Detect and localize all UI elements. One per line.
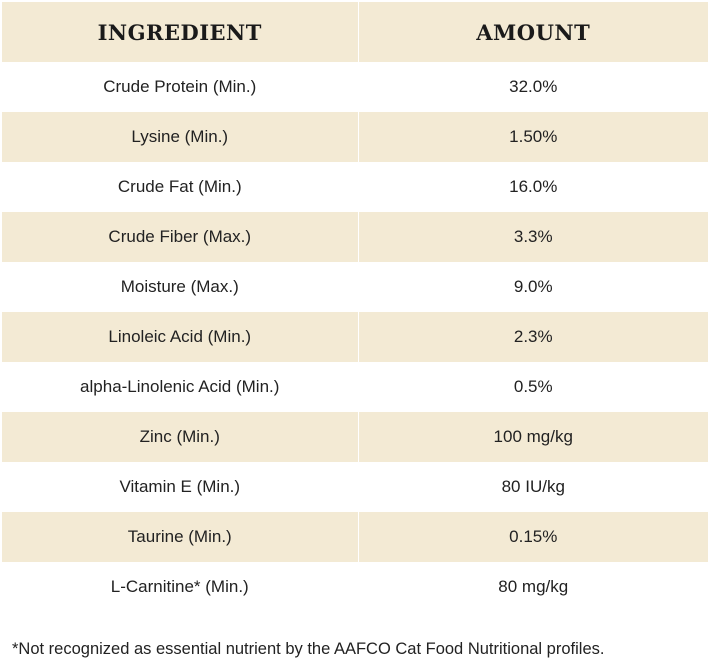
guaranteed-analysis-table: INGREDIENT AMOUNT Crude Protein (Min.) 3…: [2, 2, 708, 612]
ingredient-cell: L-Carnitine* (Min.): [2, 562, 359, 612]
table-row: Crude Fat (Min.) 16.0%: [2, 162, 708, 212]
amount-cell: 0.5%: [513, 377, 553, 396]
ingredient-cell: Zinc (Min.): [2, 412, 359, 462]
footnote: *Not recognized as essential nutrient by…: [12, 640, 605, 658]
amount-column-header: AMOUNT: [476, 19, 591, 45]
amount-cell: 3.3%: [513, 227, 553, 246]
amount-cell: 100 mg/kg: [493, 427, 573, 446]
ingredient-cell: alpha-Linolenic Acid (Min.): [2, 362, 359, 412]
ingredient-cell: Taurine (Min.): [2, 512, 359, 562]
ingredient-cell: Linoleic Acid (Min.): [2, 312, 359, 362]
ingredient-cell: Crude Fat (Min.): [2, 162, 359, 212]
amount-cell: 80 mg/kg: [498, 577, 569, 596]
ingredient-cell: Lysine (Min.): [2, 112, 359, 162]
table-row: Crude Protein (Min.) 32.0%: [2, 62, 708, 112]
table-row: L-Carnitine* (Min.) 80 mg/kg: [2, 562, 708, 612]
amount-cell: 32.0%: [509, 77, 558, 96]
amount-cell: 2.3%: [513, 327, 553, 346]
ingredient-cell: Vitamin E (Min.): [2, 462, 359, 512]
table-row: Moisture (Max.) 9.0%: [2, 262, 708, 312]
table-row: Crude Fiber (Max.) 3.3%: [2, 212, 708, 262]
table-row: Vitamin E (Min.) 80 IU/kg: [2, 462, 708, 512]
amount-cell: 9.0%: [513, 277, 553, 296]
table-row: Zinc (Min.) 100 mg/kg: [2, 412, 708, 462]
table-row: Taurine (Min.) 0.15%: [2, 512, 708, 562]
ingredient-cell: Crude Fiber (Max.): [2, 212, 359, 262]
amount-cell: 16.0%: [509, 177, 558, 196]
ingredient-cell: Moisture (Max.): [2, 262, 359, 312]
table-header-row: INGREDIENT AMOUNT: [2, 2, 708, 62]
amount-cell: 1.50%: [509, 127, 558, 146]
ingredient-cell: Crude Protein (Min.): [2, 62, 359, 112]
table-row: Linoleic Acid (Min.) 2.3%: [2, 312, 708, 362]
table-row: alpha-Linolenic Acid (Min.) 0.5%: [2, 362, 708, 412]
ingredient-column-header: INGREDIENT: [2, 2, 359, 62]
amount-cell: 80 IU/kg: [501, 477, 565, 496]
table-row: Lysine (Min.) 1.50%: [2, 112, 708, 162]
amount-cell: 0.15%: [509, 527, 558, 546]
